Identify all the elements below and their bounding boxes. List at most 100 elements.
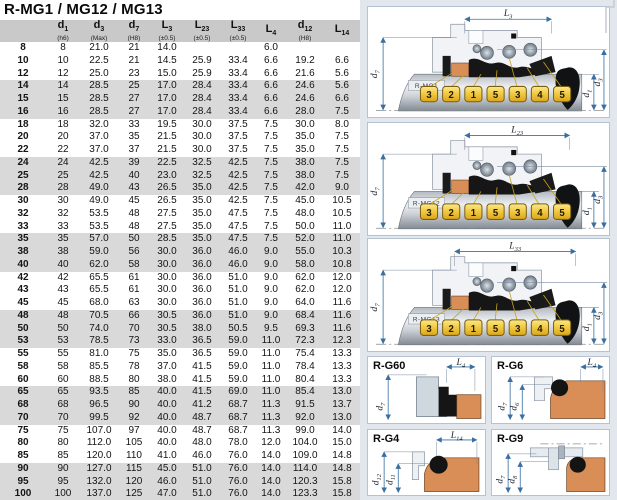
row-label-cell: 53 [17,335,29,347]
table-cell: 35.0 [192,207,212,219]
table-cell: 65.5 [89,271,109,283]
table-cell: 96.5 [89,399,109,411]
table-cell: 23.0 [157,169,177,181]
table-cell: 15.8 [332,475,352,487]
table-cell: 45.0 [295,195,315,207]
table-cell: 14.0 [261,462,281,474]
table-cell: 37.5 [228,131,248,143]
pin [558,445,565,459]
table-cell: 32 [57,207,69,219]
table-row: 30 30 49.0 45 26.5 35.0 42.5 7.5 45.0 10.5 [0,195,360,208]
callout-badge-6: 4 [530,203,550,220]
seat-panel-g4: R-G4 L14 d12 d11 [367,428,486,496]
table-cell: 14.0 [261,488,281,500]
header-row: d1 (h6) d3 (Max) d7 (H8) L3 (±0.5) L23 (±0.5) L33(… [0,19,360,43]
table-cell: 60 [57,373,69,385]
table-cell: 25 [57,169,69,181]
callout-badge-5: 3 [508,319,527,336]
table-cell: 37.5 [228,118,248,130]
table-cell: 53.5 [89,207,109,219]
table-cell: 78 [128,360,140,372]
row-label-cell: 65 [17,386,29,398]
table-cell: 35.0 [192,220,212,232]
table-cell: 40.0 [157,411,177,423]
seat-ring [456,394,482,419]
table-cell: 56 [128,246,140,258]
table-row: 24 24 42.5 39 22.5 32.5 42.5 7.5 38.0 7.5 [0,156,360,170]
table-cell: 68.4 [295,309,315,321]
svg-text:d1: d1 [581,207,593,215]
table-row: 65 65 93.5 85 40.0 41.5 69.0 11.0 85.4 13.0 [0,386,360,400]
table-cell: 69.3 [295,322,315,334]
table-row: 43 43 65.5 61 30.0 36.0 51.0 9.0 62.0 12.0 [0,284,360,297]
row-label-cell: 20 [17,131,29,143]
table-cell: 47.5 [228,233,248,245]
table-cell: 75 [57,424,69,436]
table-cell: 41.0 [157,450,177,462]
spring [472,161,482,170]
table-cell: 14.8 [332,462,352,474]
table-cell: 30.5 [157,322,177,334]
table-cell: 32.0 [89,118,109,130]
spring [472,44,482,54]
table-cell: 22.5 [157,156,177,168]
table-cell [220,42,256,55]
table-cell: 9.0 [264,258,278,270]
svg-text:3: 3 [515,90,520,101]
diagram-area: R-MG1 3 2 1 5 3 [360,0,617,500]
o-ring [551,379,569,397]
seat-label: R-G4 [373,432,400,445]
table-cell: 68.0 [89,297,109,309]
table-cell: 55 [57,348,69,360]
table-cell: 7.5 [264,233,278,245]
table-cell: 48 [128,220,140,232]
seal-face [442,288,451,310]
table-cell: 7.5 [264,182,278,194]
table-cell: 21.0 [89,42,109,54]
seat-label: R-G6 [497,360,524,372]
table-cell [184,42,220,55]
column-header: L4 [256,20,286,43]
table-cell: 6.6 [264,105,278,117]
table-cell: 9.0 [335,182,349,194]
table-cell: 32.5 [192,156,212,168]
table-cell: 14.0 [261,450,281,462]
callout-badge-6: 4 [530,319,550,336]
corner-header-cell [0,20,46,43]
table-cell: 13.7 [332,399,352,411]
page-title: R-MG1 / MG12 / MG13 [4,1,163,18]
table-cell: 43 [128,182,140,194]
table-cell: 38.0 [192,322,212,334]
table-cell: 92.0 [295,411,315,423]
callout-badge-5: 3 [508,203,527,220]
table-cell: 35.0 [192,195,212,207]
table-cell: 52.0 [295,233,315,245]
table-cell: 10.3 [332,246,352,258]
seal-face [442,172,451,194]
callout-badge-4: 5 [486,85,505,103]
seat-ring [451,295,470,310]
table-cell: 63 [128,297,140,309]
seat-label: R-G60 [373,360,406,372]
table-cell: 49.0 [89,182,109,194]
table-cell: 7.5 [335,144,349,156]
table-cell: 42.5 [89,169,109,181]
table-cell: 40 [57,258,69,270]
table-cell: 32.5 [192,169,212,181]
seal-face [442,55,451,77]
table-cell: 38 [57,246,69,258]
svg-text:d7: d7 [369,303,381,312]
table-row: 58 58 85.5 78 37.0 41.5 59.0 11.0 78.4 13.3 [0,361,360,374]
table-cell: 42.5 [228,169,248,181]
table-cell: 59.0 [228,360,248,372]
table-cell: 11.0 [261,386,281,398]
table-cell: 9.0 [264,271,278,283]
table-cell: 41.5 [192,386,212,398]
row-label-cell: 14 [17,80,29,92]
table-cell: 76.0 [228,450,248,462]
table-cell: 36.0 [192,271,212,283]
row-label-cell: 100 [14,488,32,500]
table-cell: 90 [57,462,69,474]
table-cell: 42.5 [89,156,109,168]
